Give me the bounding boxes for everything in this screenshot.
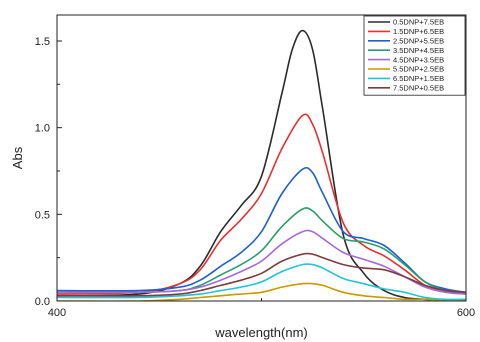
series-line-7 [57, 263, 466, 301]
series-line-8 [57, 252, 466, 297]
y-tick-label: 1.5 [35, 36, 50, 48]
legend-entry-label: 4.5DNP+3.5EB [393, 55, 444, 64]
plot-area [57, 29, 466, 301]
legend: 0.5DNP+7.5EB1.5DNP+6.5EB2.5DNP+5.5EB3.5D… [363, 15, 466, 96]
legend-entry-label: 2.5DNP+5.5EB [393, 37, 444, 46]
legend-entry-label: 6.5DNP+1.5EB [393, 74, 444, 83]
y-axis-label: Abs [10, 146, 25, 169]
y-tick-label: 0.0 [35, 296, 50, 308]
legend-entry-label: 5.5DNP+2.5EB [393, 65, 444, 74]
series-line-6 [57, 282, 466, 301]
series-line-2 [57, 113, 466, 295]
y-tick-label: 0.5 [35, 209, 50, 221]
series-line-4 [57, 207, 466, 295]
x-tick-label: 600 [457, 307, 475, 319]
axes: 0.0 0.5 1.0 1.5 400 600 [35, 14, 475, 319]
legend-entry-label: 1.5DNP+6.5EB [393, 27, 444, 36]
legend-entry-label: 3.5DNP+4.5EB [393, 46, 444, 55]
series-line-3 [57, 166, 466, 294]
legend-box [363, 15, 466, 96]
x-axis-label: wavelength(nm) [214, 325, 308, 340]
legend-entry-label: 7.5DNP+0.5EB [393, 84, 444, 93]
legend-entry-label: 0.5DNP+7.5EB [393, 18, 444, 27]
series-line-1 [57, 29, 466, 301]
y-tick-label: 1.0 [35, 123, 50, 135]
x-tick-label: 400 [48, 307, 66, 319]
